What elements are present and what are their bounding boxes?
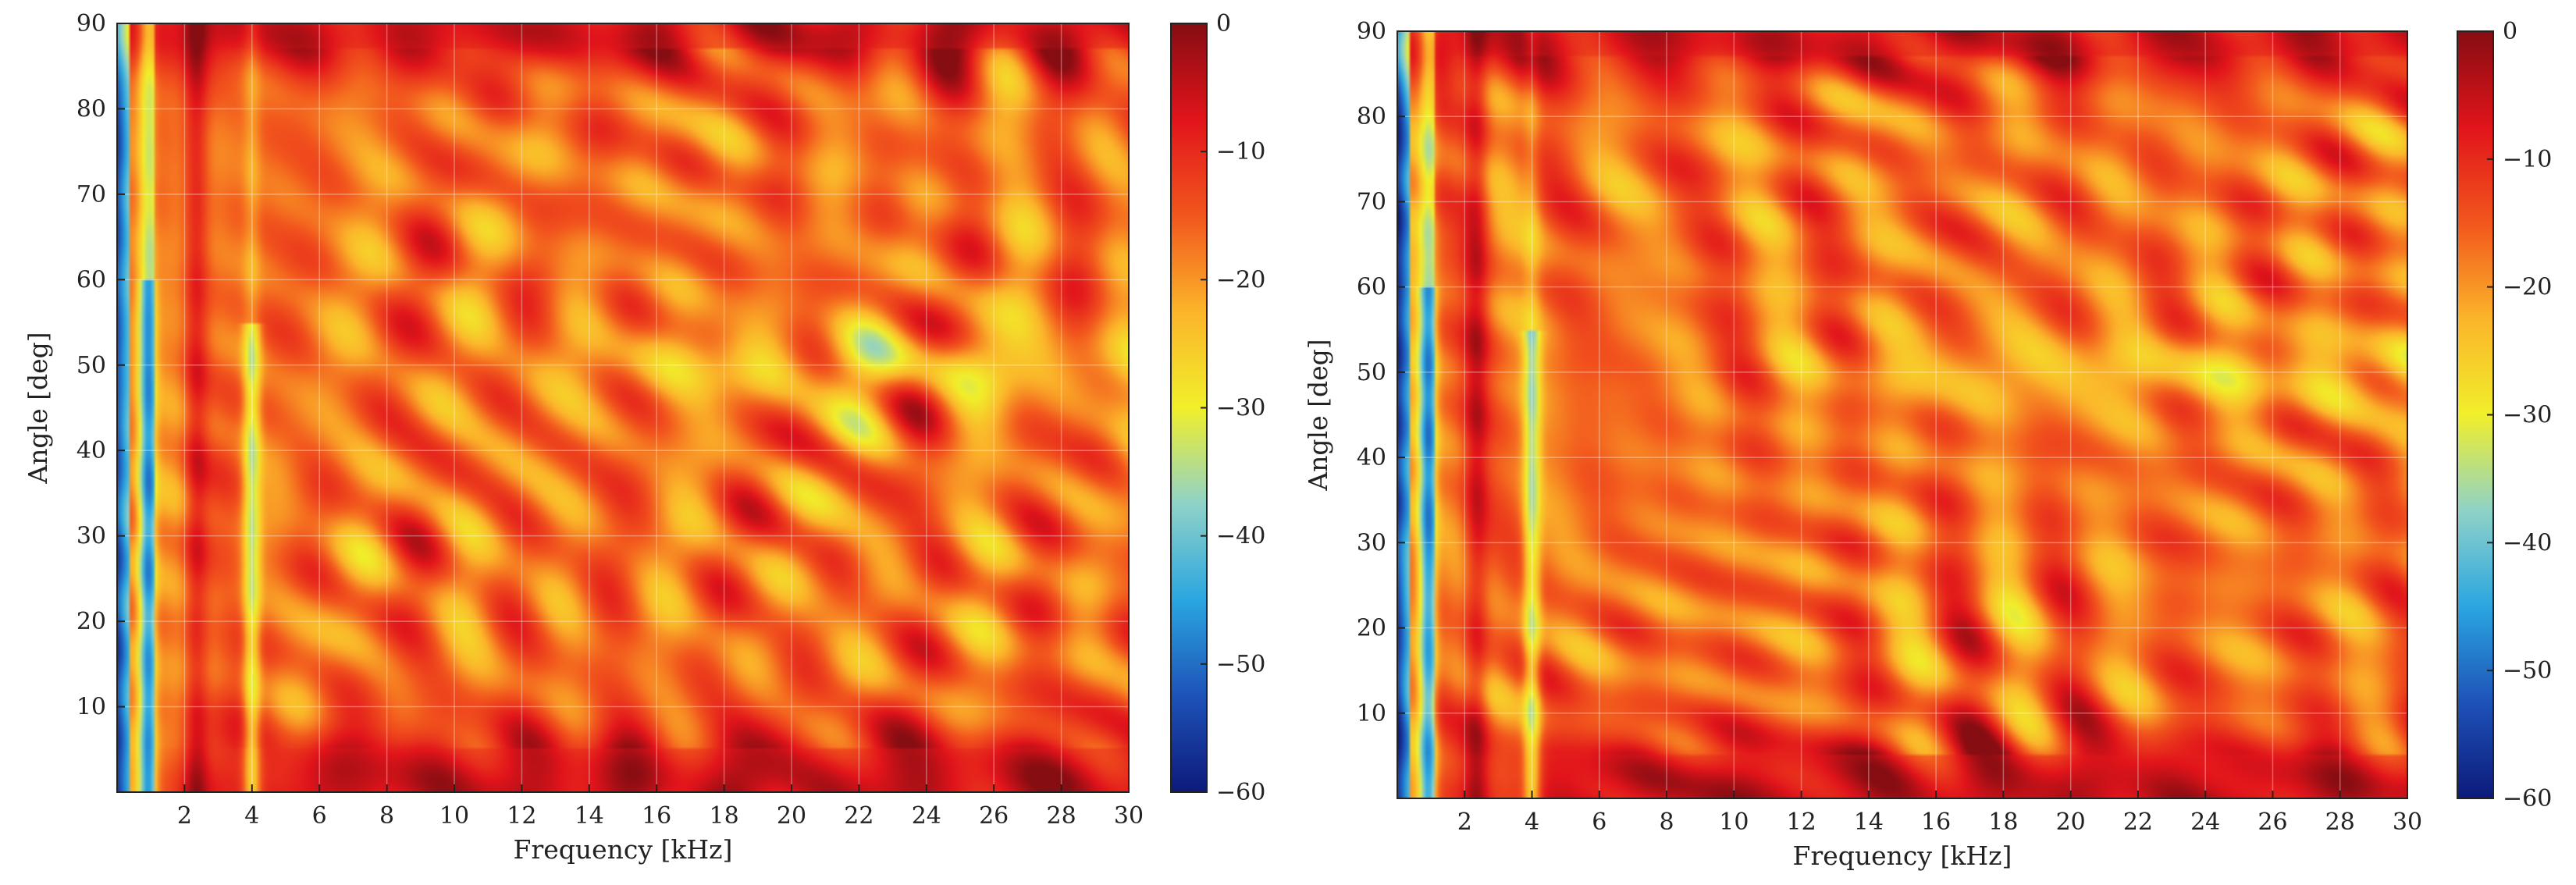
- y-tick-label: 90: [76, 10, 106, 37]
- x-tick-label: 28: [1047, 802, 1076, 830]
- x-tick-label: 10: [1719, 809, 1749, 836]
- y-axis-label: Angle [deg]: [1303, 339, 1333, 491]
- y-tick-label: 40: [76, 437, 106, 464]
- colorbar-tick-label: −30: [1216, 395, 1265, 422]
- plot-frame: [116, 23, 1130, 793]
- y-tick-label: 90: [1357, 18, 1386, 45]
- colorbar-tick-label: −10: [1216, 138, 1265, 165]
- y-tick-label: 80: [1357, 103, 1386, 130]
- x-tick-label: 4: [244, 802, 259, 830]
- colorbar-tick-label: −40: [1216, 523, 1265, 550]
- x-tick-label: 14: [1854, 809, 1884, 836]
- y-tick-label: 70: [76, 181, 106, 208]
- x-tick-label: 6: [1592, 809, 1606, 836]
- x-tick-label: 22: [2123, 809, 2153, 836]
- x-tick-label: 28: [2325, 809, 2355, 836]
- colorbar-right: 0 −10 −20 −30 −40 −50 −60: [2457, 18, 2552, 812]
- y-tick-label: 50: [76, 352, 106, 379]
- x-tick-label: 18: [1988, 809, 2018, 836]
- y-tick-label: 40: [1357, 444, 1386, 471]
- colorbar-tick-label: −60: [1216, 779, 1265, 806]
- y-tick-label: 60: [1357, 274, 1386, 301]
- colorbar-tick-label: −50: [1216, 651, 1265, 678]
- y-tick-label: 30: [1357, 529, 1386, 556]
- heatmap-image-right: [1397, 31, 2407, 798]
- colorbar-tick-label: −30: [2503, 402, 2552, 429]
- x-tick-label: 24: [912, 802, 941, 830]
- x-tick-label: 14: [575, 802, 604, 830]
- x-tick-label: 2: [177, 802, 192, 830]
- chart-panel-left: 2 4 6 8 10 12 14 16 18 20 22 24 26 28 3010203040506070…: [23, 10, 1265, 865]
- colorbar-tick-label: −40: [2503, 529, 2552, 556]
- x-axis-label: Frequency [kHz]: [1793, 841, 2012, 871]
- y-tick-label: 10: [1357, 700, 1386, 727]
- colorbar-tick-label: −60: [2503, 785, 2552, 812]
- x-tick-label: 26: [2258, 809, 2287, 836]
- y-tick-label: 10: [76, 694, 106, 721]
- colorbar-tick-label: −20: [2503, 274, 2552, 301]
- colorbar-left: 0 −10 −20 −30 −40 −50 −60: [1170, 10, 1265, 806]
- y-tick-label: 70: [1357, 188, 1386, 215]
- x-tick-label: 2: [1457, 809, 1472, 836]
- x-tick-label: 12: [507, 802, 536, 830]
- x-tick-label: 16: [1921, 809, 1951, 836]
- x-tick-label: 8: [1660, 809, 1674, 836]
- y-axis-label: Angle [deg]: [23, 332, 53, 484]
- y-tick-label: 20: [76, 608, 106, 635]
- y-tick-label: 50: [1357, 359, 1386, 386]
- y-tick-label: 80: [76, 95, 106, 123]
- x-tick-label: 30: [2393, 809, 2422, 836]
- x-tick-label: 30: [1114, 802, 1144, 830]
- colorbar-tick-label: −20: [1216, 266, 1265, 293]
- x-tick-label: 20: [2056, 809, 2086, 836]
- x-tick-label: 16: [642, 802, 671, 830]
- x-tick-label: 24: [2190, 809, 2220, 836]
- x-tick-label: 4: [1525, 809, 1539, 836]
- x-tick-label: 18: [710, 802, 739, 830]
- x-axis-label: Frequency [kHz]: [514, 834, 733, 865]
- x-tick-label: 22: [844, 802, 873, 830]
- heatmap-image-left: [117, 23, 1129, 792]
- chart-panel-right: 2 4 6 8 10 12 14 16 18 20 22 24 26 28 3010203040506070…: [1303, 18, 2552, 871]
- y-tick-label: 30: [76, 523, 106, 550]
- colorbar-tick-label: −50: [2503, 657, 2552, 684]
- x-tick-label: 8: [379, 802, 394, 830]
- colorbar-tick-label: 0: [1216, 10, 1231, 37]
- x-tick-label: 20: [777, 802, 806, 830]
- x-tick-label: 12: [1787, 809, 1816, 836]
- y-tick-label: 60: [76, 266, 106, 293]
- x-tick-label: 10: [439, 802, 469, 830]
- plot-frame: [1397, 30, 2408, 799]
- colorbar-tick-label: −10: [2503, 146, 2552, 173]
- x-tick-label: 6: [312, 802, 327, 830]
- y-tick-label: 20: [1357, 615, 1386, 642]
- x-tick-label: 26: [979, 802, 1009, 830]
- colorbar-tick-label: 0: [2503, 18, 2517, 45]
